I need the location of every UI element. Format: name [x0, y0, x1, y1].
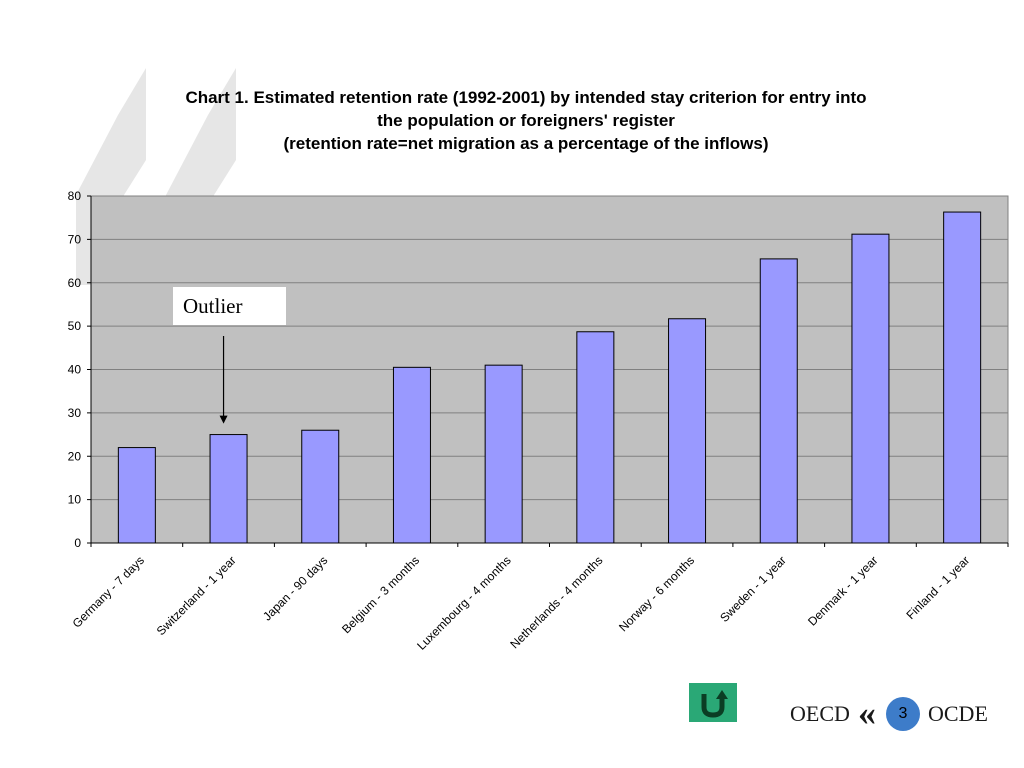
bar	[943, 211, 982, 544]
title-line-3: (retention rate=net migration as a perce…	[283, 134, 769, 153]
x-tick-label: Sweden - 1 year	[717, 553, 789, 625]
y-tick-label: 50	[68, 319, 82, 333]
ocde-label: OCDE	[928, 701, 988, 726]
bar	[484, 364, 523, 544]
x-tick-label: Germany - 7 days	[70, 553, 147, 630]
y-tick-label: 70	[68, 232, 82, 246]
x-tick-label: Norway - 6 months	[616, 553, 697, 634]
bar	[668, 318, 707, 544]
title-line-1: Chart 1. Estimated retention rate (1992-…	[185, 88, 867, 107]
bar	[759, 258, 798, 544]
title-line-2: the population or foreigners' register	[377, 111, 675, 130]
x-tick-label: Finland - 1 year	[903, 553, 972, 622]
outlier-arrowhead	[219, 415, 228, 424]
bar	[851, 233, 890, 544]
y-tick-label: 10	[68, 493, 82, 507]
bar	[576, 331, 615, 544]
bar	[301, 429, 340, 544]
oecd-label: OECD	[790, 701, 850, 726]
oecd-logo-icon: «	[858, 693, 876, 733]
chart-title: Chart 1. Estimated retention rate (1992-…	[120, 86, 932, 155]
bar	[392, 366, 431, 544]
y-tick-label: 20	[68, 449, 82, 463]
y-tick-label: 80	[68, 189, 82, 203]
y-tick-label: 60	[68, 276, 82, 290]
x-tick-label: Belgium - 3 months	[339, 553, 422, 636]
x-tick-label: Switzerland - 1 year	[154, 553, 239, 638]
bar	[117, 447, 156, 544]
y-tick-label: 30	[68, 406, 82, 420]
y-tick-label: 40	[68, 363, 82, 377]
u-turn-arrow-icon	[701, 690, 728, 718]
x-tick-label: Denmark - 1 year	[805, 553, 880, 628]
y-tick-label: 0	[74, 536, 81, 550]
page-number: 3	[886, 697, 920, 731]
x-tick-label: Luxembourg - 4 months	[414, 553, 514, 653]
x-tick-label: Netherlands - 4 months	[507, 553, 605, 651]
bar	[209, 434, 248, 544]
outlier-annotation-label: Outlier	[173, 287, 286, 325]
back-button[interactable]	[689, 683, 737, 722]
x-tick-label: Japan - 90 days	[260, 553, 330, 623]
